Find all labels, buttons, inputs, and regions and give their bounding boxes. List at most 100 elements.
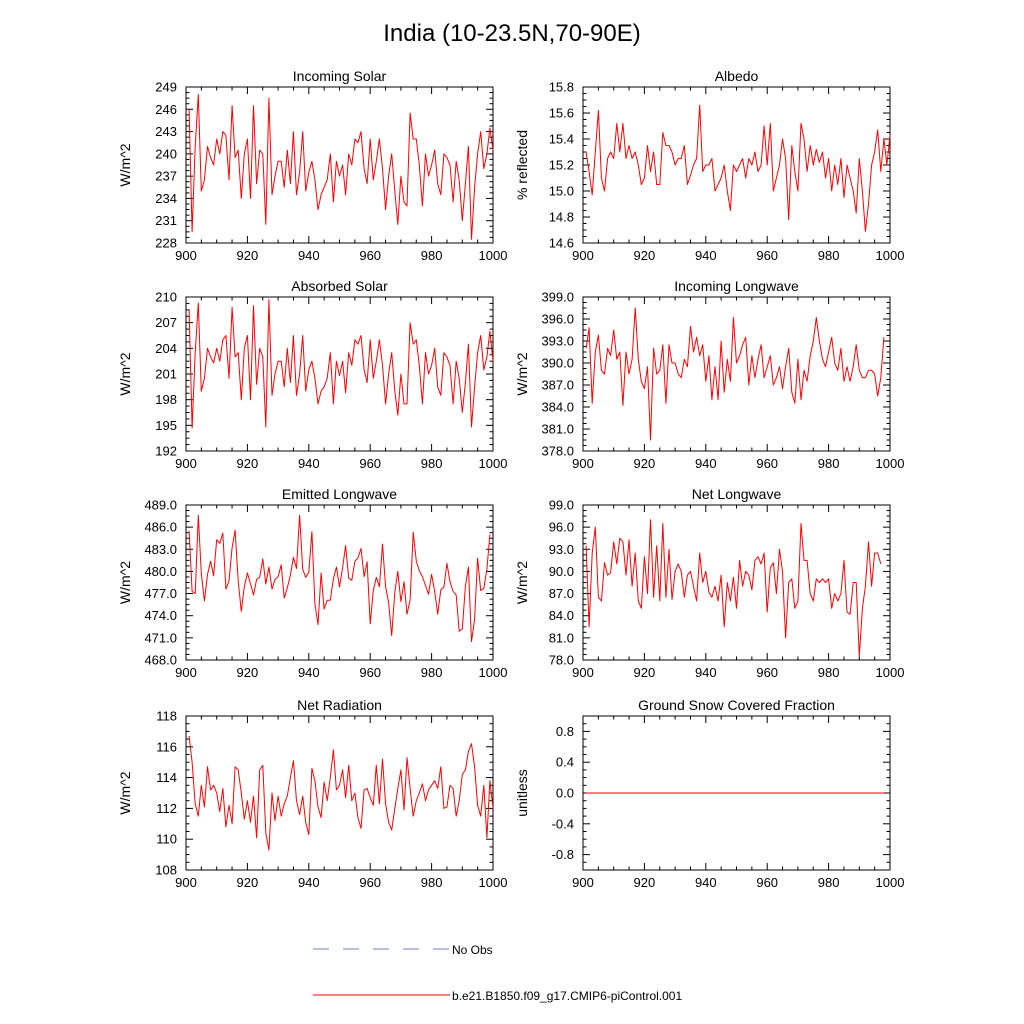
panel-absorbed-solar-xtick-label: 900	[175, 456, 197, 471]
figure-title: India (10-23.5N,70-90E)	[383, 20, 640, 47]
panels-container: Incoming Solar W/m^2 900 920 940 960 980 1000 22…	[117, 68, 904, 890]
panel-net-radiation-ytick-label: 116	[156, 739, 177, 754]
panel-net-radiation-title: Net Radiation	[297, 697, 382, 713]
panel-ground-snow-covered-fraction-ytick-label: 0.0	[556, 786, 574, 801]
panel-incoming-longwave-xtick-label: 980	[818, 456, 840, 471]
panel-incoming-longwave-xtick-label: 900	[572, 456, 594, 471]
panel-ground-snow-covered-fraction-ytick-label: -0.4	[552, 816, 574, 831]
panel-emitted-longwave-xtick-label: 960	[359, 665, 381, 680]
panel-net-longwave-frame	[582, 504, 891, 661]
panel-net-radiation-series-line	[188, 735, 494, 851]
panel-absorbed-solar-xtick-label: 1000	[479, 456, 508, 471]
panel-emitted-longwave-xtick-label: 940	[298, 665, 320, 680]
panel-incoming-longwave-title: Incoming Longwave	[674, 278, 799, 294]
panel-incoming-longwave-ytick-label: 387.0	[541, 378, 574, 393]
panel-absorbed-solar-series-line	[188, 299, 494, 429]
panel-albedo-xtick-label: 980	[818, 248, 840, 263]
panel-ground-snow-covered-fraction-xtick-label: 920	[634, 875, 656, 890]
panel-albedo-ytick-label: 15.2	[549, 158, 574, 173]
panel-absorbed-solar-ytick-label: 201	[155, 367, 177, 382]
panel-emitted-longwave-ylabel: W/m^2	[117, 561, 133, 604]
panel-albedo-ytick-label: 15.0	[549, 184, 574, 199]
panel-albedo-xtick-label: 900	[572, 248, 594, 263]
panel-net-longwave-ytick-label: 78.0	[549, 653, 574, 668]
panel-incoming-longwave-ytick-label: 393.0	[541, 334, 574, 349]
panel-albedo-frame	[582, 86, 891, 244]
panel-emitted-longwave-ytick-label: 480.0	[144, 564, 177, 579]
panel-net-longwave-series-line	[585, 519, 882, 657]
panel-net-longwave-xtick-label: 900	[572, 665, 594, 680]
panel-incoming-longwave-ytick-label: 381.0	[541, 422, 574, 437]
panel-ground-snow-covered-fraction-xtick-label: 980	[818, 875, 840, 890]
panel-incoming-solar-ytick-label: 234	[155, 191, 177, 206]
panel-ground-snow-covered-fraction-xtick-label: 1000	[876, 875, 905, 890]
panel-absorbed-solar-xtick-label: 980	[421, 456, 443, 471]
panel-net-radiation-ytick-label: 108	[155, 863, 177, 878]
legend: No Obs b.e21.B1850.f09_g17.CMIP6-piContr…	[313, 943, 682, 1003]
panel-absorbed-solar-xtick-label: 920	[237, 456, 259, 471]
panel-net-radiation-frame	[185, 715, 494, 871]
panel-incoming-longwave-ytick-label: 384.0	[541, 400, 574, 415]
panel-incoming-solar-series-line	[188, 93, 494, 240]
panel-net-radiation-xtick-label: 980	[421, 875, 443, 890]
legend-no-obs-label: No Obs	[452, 943, 493, 957]
panel-albedo-series-line	[585, 104, 891, 232]
panel-net-radiation-xtick-label: 1000	[479, 875, 508, 890]
panel-absorbed-solar-ytick-label: 204	[155, 341, 177, 356]
panel-absorbed-solar-title: Absorbed Solar	[291, 278, 388, 294]
panel-incoming-solar-ytick-label: 249	[155, 80, 177, 95]
panel-absorbed-solar: Absorbed Solar W/m^2 900 920 940 960 980 1000 19…	[117, 278, 507, 471]
panel-absorbed-solar-xtick-label: 960	[359, 456, 381, 471]
panel-emitted-longwave-title: Emitted Longwave	[282, 486, 397, 502]
panel-emitted-longwave-xtick-label: 980	[421, 665, 443, 680]
panel-albedo-ytick-label: 14.6	[549, 236, 574, 251]
legend-model-label: b.e21.B1850.f09_g17.CMIP6-piControl.001	[452, 989, 682, 1003]
panel-albedo-ytick-label: 15.6	[549, 106, 574, 121]
panel-ground-snow-covered-fraction-ytick-label: 0.8	[556, 724, 574, 739]
panel-incoming-solar-xtick-label: 1000	[479, 248, 508, 263]
panel-incoming-solar-ylabel: W/m^2	[117, 143, 133, 186]
panel-net-longwave-ytick-label: 84.0	[549, 608, 574, 623]
panel-net-radiation: Net Radiation W/m^2 900 920 940 960 980 1000 108…	[117, 697, 507, 890]
panel-absorbed-solar-ytick-label: 192	[155, 444, 177, 459]
panel-albedo-ytick-label: 14.8	[549, 210, 574, 225]
panel-net-longwave-xtick-label: 940	[695, 665, 717, 680]
panel-ground-snow-covered-fraction-xtick-label: 960	[756, 875, 778, 890]
panel-incoming-longwave-xtick-label: 940	[695, 456, 717, 471]
panel-emitted-longwave-frame	[185, 504, 494, 661]
panel-incoming-solar-ytick-label: 246	[155, 102, 177, 117]
panel-emitted-longwave-ytick-label: 483.0	[144, 542, 177, 557]
panel-albedo-xtick-label: 960	[756, 248, 778, 263]
panel-incoming-longwave-ytick-label: 378.0	[541, 444, 574, 459]
panel-albedo-ylabel: % reflected	[514, 130, 530, 200]
panel-ground-snow-covered-fraction-xtick-label: 940	[695, 875, 717, 890]
panel-net-radiation-ytick-label: 118	[156, 709, 177, 724]
panel-net-longwave-ytick-label: 90.0	[549, 564, 574, 579]
panel-incoming-solar-xtick-label: 960	[359, 248, 381, 263]
panel-net-longwave-ytick-label: 93.0	[549, 542, 574, 557]
panel-albedo-xtick-label: 920	[634, 248, 656, 263]
panel-incoming-solar-ytick-label: 228	[155, 236, 177, 251]
panel-emitted-longwave-xtick-label: 900	[175, 665, 197, 680]
panel-incoming-solar: Incoming Solar W/m^2 900 920 940 960 980 1000 22…	[117, 68, 507, 263]
panel-incoming-longwave: Incoming Longwave W/m^2 900 920 940 960 980 100…	[514, 278, 904, 471]
panel-incoming-longwave-ytick-label: 396.0	[541, 312, 574, 327]
panel-emitted-longwave-ytick-label: 486.0	[144, 520, 177, 535]
panel-net-longwave-xtick-label: 920	[634, 665, 656, 680]
panel-net-longwave-xtick-label: 980	[818, 665, 840, 680]
panel-absorbed-solar-ytick-label: 195	[155, 418, 177, 433]
panel-emitted-longwave-xtick-label: 920	[237, 665, 259, 680]
panel-incoming-longwave-ytick-label: 399.0	[541, 290, 574, 305]
panel-albedo-title: Albedo	[715, 68, 759, 84]
panel-absorbed-solar-xtick-label: 940	[298, 456, 320, 471]
panel-emitted-longwave-ytick-label: 474.0	[144, 608, 177, 623]
panel-incoming-solar-ytick-label: 237	[155, 169, 177, 184]
panel-emitted-longwave-series-line	[188, 514, 491, 642]
panel-net-longwave: Net Longwave W/m^2 900 920 940 960 980 1000 78.0…	[514, 486, 904, 680]
panel-incoming-solar-xtick-label: 980	[421, 248, 443, 263]
panel-absorbed-solar-ytick-label: 207	[155, 315, 177, 330]
panel-incoming-longwave-ylabel: W/m^2	[514, 352, 530, 395]
panel-incoming-solar-ytick-label: 231	[155, 213, 177, 228]
panel-net-radiation-xtick-label: 920	[237, 875, 259, 890]
